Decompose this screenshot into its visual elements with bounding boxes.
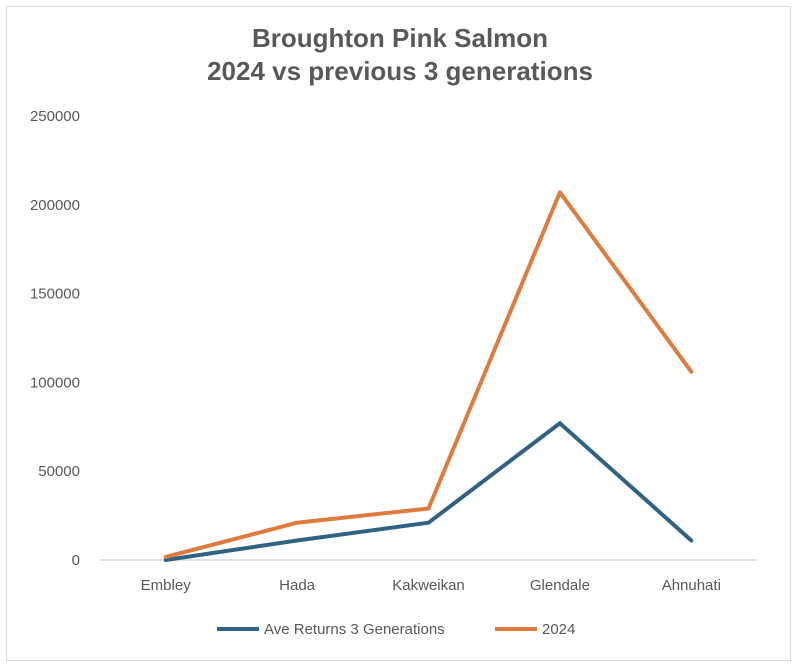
y-tick-label: 150000 bbox=[30, 286, 80, 303]
series-line-0 bbox=[163, 421, 694, 562]
chart-frame bbox=[6, 6, 791, 661]
y-tick-label: 50000 bbox=[38, 463, 80, 480]
x-tick-label: Glendale bbox=[530, 577, 590, 594]
series-line-1 bbox=[163, 190, 694, 559]
x-tick-label: Embley bbox=[141, 577, 192, 594]
x-tick-label: Ahnuhati bbox=[662, 577, 721, 594]
y-tick-label: 0 bbox=[72, 552, 80, 569]
title-line-1: Broughton Pink Salmon bbox=[251, 23, 549, 53]
y-tick-label: 250000 bbox=[30, 108, 80, 125]
x-tick-label: Kakweikan bbox=[392, 577, 465, 594]
title-line-2: 2024 vs previous 3 generations bbox=[207, 56, 593, 86]
x-tick-label: Hada bbox=[279, 577, 316, 594]
chart-title: Broughton Pink Salmon 2024 vs previous 3… bbox=[0, 22, 800, 88]
legend-label: Ave Returns 3 Generations bbox=[264, 621, 445, 638]
y-tick-label: 200000 bbox=[30, 197, 80, 214]
y-tick-label: 100000 bbox=[30, 374, 80, 391]
legend-label: 2024 bbox=[542, 621, 575, 638]
